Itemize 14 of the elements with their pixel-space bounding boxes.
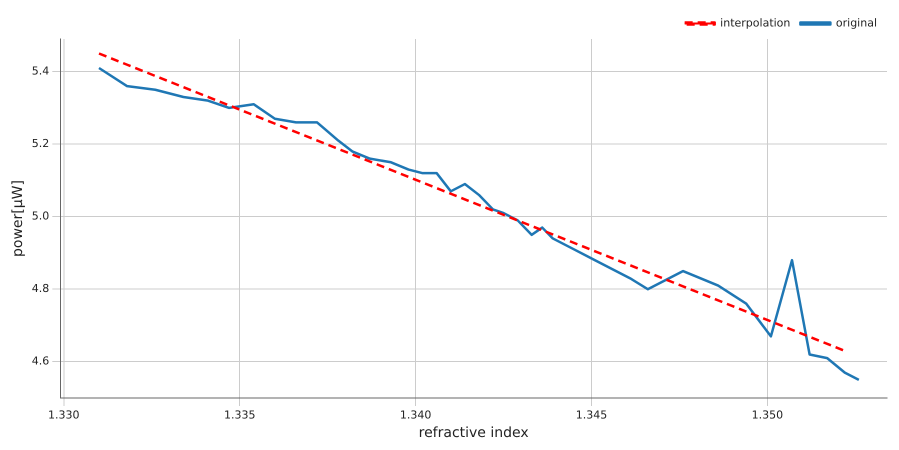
x-tick-label: 1.350 [752,408,784,422]
x-tick-label: 1.330 [48,408,80,422]
x-tick-label: 1.340 [400,408,432,422]
x-tick-label: 1.335 [224,408,256,422]
x-tick-label: 1.345 [576,408,608,422]
legend-label: original [836,16,878,30]
y-tick-label: 5.4 [32,64,50,78]
y-tick-label: 5.0 [32,210,50,223]
y-axis-title: power[μW] [10,180,26,257]
x-axis-title: refractive index [418,425,529,442]
y-tick-label: 5.2 [32,137,50,150]
y-tick-label: 4.6 [32,354,50,368]
y-tick-label: 4.8 [32,282,50,296]
legend-label: interpolation [720,16,790,30]
